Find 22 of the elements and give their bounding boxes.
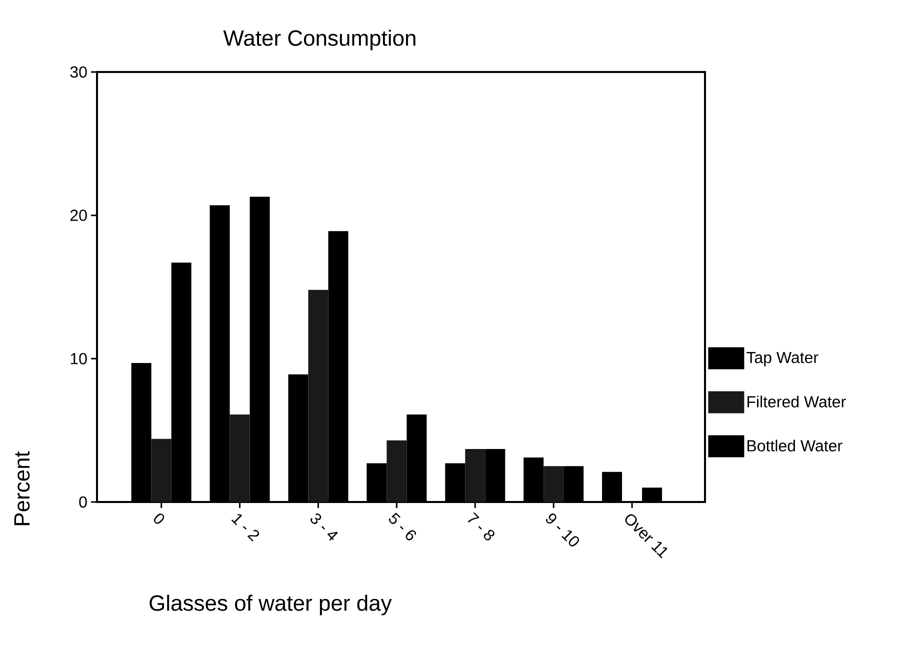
bar bbox=[151, 438, 172, 502]
x-tick-label: 3 - 4 bbox=[310, 513, 338, 541]
bar bbox=[465, 448, 486, 502]
x-tick-label: 0 bbox=[154, 514, 164, 524]
x-tick-label: 9 - 10 bbox=[546, 513, 580, 546]
x-tick-label: 7 - 8 bbox=[468, 512, 494, 540]
legend-label: Bottled Water bbox=[748, 440, 842, 452]
legend-label: Filtered Water bbox=[748, 396, 846, 408]
y-tick-label: 20 bbox=[70, 210, 87, 221]
bar bbox=[308, 290, 328, 502]
y-tick-label: 10 bbox=[70, 352, 87, 364]
x-axis-title: Glasses of water per day bbox=[150, 594, 392, 616]
legend-label: Tap Water bbox=[746, 352, 818, 366]
y-axis-title: Percent bbox=[14, 451, 30, 526]
bar bbox=[230, 414, 250, 502]
bar bbox=[386, 440, 407, 502]
x-tick-label: 5 - 6 bbox=[388, 512, 416, 540]
x-tick-label: 1 - 2 bbox=[231, 514, 260, 542]
bar bbox=[544, 466, 564, 502]
chart-title: Water Consumption bbox=[223, 30, 416, 50]
y-tick-label: 0 bbox=[79, 496, 87, 508]
y-tick-label: 30 bbox=[70, 66, 87, 78]
